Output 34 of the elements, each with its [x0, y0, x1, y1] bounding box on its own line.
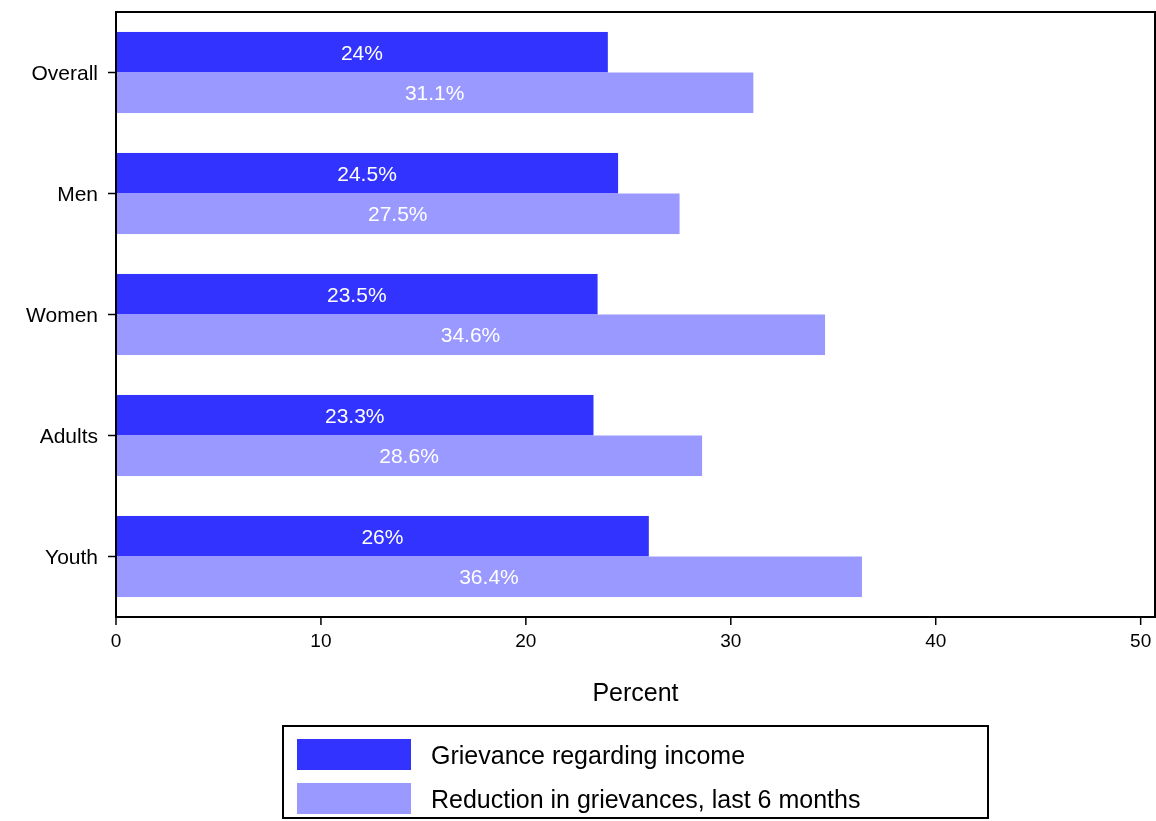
bar — [116, 273, 598, 315]
data-label: 36.4% — [459, 565, 519, 589]
x-tick-label: 0 — [110, 630, 122, 651]
data-label: 24.5% — [337, 161, 397, 185]
bar — [116, 394, 594, 436]
y-tick-label: Adults — [39, 423, 98, 447]
x-tick-label: 50 — [1130, 630, 1152, 651]
x-tick-label: 40 — [925, 630, 947, 651]
bar — [116, 152, 619, 194]
y-tick-label: Overall — [31, 60, 98, 84]
data-label: 23.3% — [324, 403, 385, 427]
legend-label: Grievance regarding income — [431, 740, 746, 769]
bar — [116, 193, 680, 235]
bar — [116, 515, 649, 557]
y-tick-label: Youth — [45, 544, 98, 568]
data-label: 26% — [361, 524, 404, 548]
data-label: 34.6% — [440, 323, 501, 347]
x-axis-title: Percent — [592, 678, 679, 706]
data-label: 28.6% — [379, 444, 439, 468]
bar — [116, 435, 703, 477]
y-tick-label: Women — [26, 302, 98, 326]
bar — [116, 556, 862, 598]
bar — [116, 72, 754, 114]
x-tick-label: 20 — [515, 630, 537, 651]
x-tick-label: 10 — [310, 630, 332, 651]
bar — [116, 314, 826, 356]
data-label: 27.5% — [368, 202, 428, 226]
x-tick-label: 30 — [720, 630, 742, 651]
bar — [116, 31, 608, 73]
data-label: 24% — [340, 40, 383, 64]
data-label: 31.1% — [404, 81, 465, 105]
data-label: 23.5% — [327, 282, 387, 306]
y-tick-label: Men — [57, 181, 98, 205]
legend-label: Reduction in grievances, last 6 months — [431, 784, 861, 813]
